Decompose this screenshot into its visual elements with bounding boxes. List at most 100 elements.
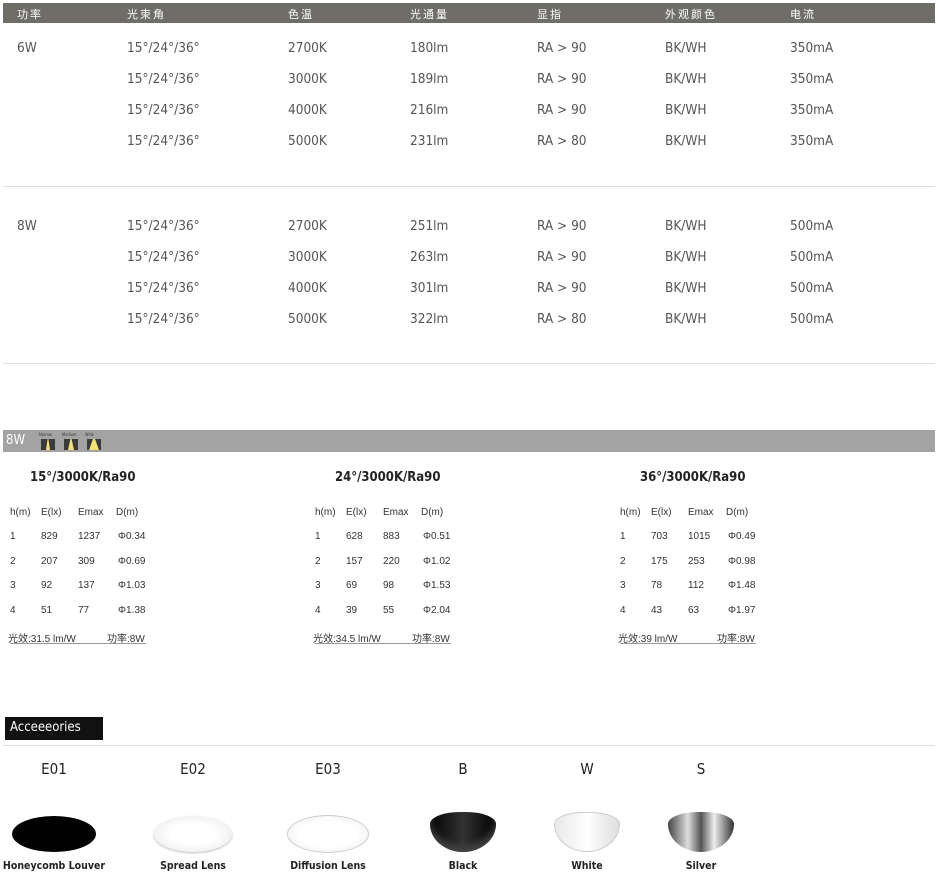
beam-label: Medium (62, 432, 77, 437)
table-cell: 55 (383, 604, 395, 616)
table-cell: Φ1.53 (423, 580, 451, 591)
column-header: h(m) (315, 507, 336, 518)
column-header: D(m) (116, 507, 139, 518)
column-header: 色温 (288, 8, 314, 21)
table-cell: 1 (10, 531, 16, 542)
table-cell: 3 (620, 580, 626, 591)
table-cell: Φ0.49 (728, 531, 756, 542)
table-cell: BK/WH (665, 71, 707, 87)
table-cell: 2 (315, 555, 321, 567)
table-cell: 15°/24°/36° (127, 218, 200, 234)
accessory-code: E03 (315, 760, 341, 778)
table-cell: 309 (78, 555, 95, 567)
table-cell: 350mA (790, 71, 834, 87)
table-footer: 光效:31.5 lm/W 功率:8W (8, 630, 146, 645)
table-cell: 3000K (288, 249, 327, 265)
table-cell: 500mA (790, 218, 834, 234)
power: 功率:8W (412, 634, 450, 645)
table-cell: 500mA (790, 280, 834, 296)
table-cell: 51 (41, 604, 53, 616)
table-cell: 251lm (410, 218, 449, 234)
column-header: E(lx) (41, 507, 62, 518)
accessory-item: S Silver (636, 760, 766, 872)
photometric-table: 15°/3000K/Ra90 h(m) E(lx) Emax D(m) 1 829 1237 Φ… (8, 470, 310, 650)
column-header: Emax (688, 507, 714, 518)
accessory-label: White (571, 860, 603, 872)
column-header: 显指 (537, 8, 563, 21)
table-cell: 15°/24°/36° (127, 71, 200, 87)
accessory-code: E02 (180, 760, 206, 778)
efficacy: 光效:39 lm/W (618, 634, 678, 645)
table-cell: 4000K (288, 280, 327, 296)
table-cell: 15°/24°/36° (127, 249, 200, 265)
table-cell: 15°/24°/36° (127, 40, 200, 56)
black-image (430, 812, 496, 852)
table-cell: 175 (651, 555, 668, 567)
table-cell: 703 (651, 531, 668, 542)
table-cell: 69 (346, 580, 358, 591)
accessory-label: Diffusion Lens (290, 860, 366, 872)
table-cell: 2700K (288, 40, 327, 56)
table-cell: 220 (383, 555, 400, 567)
beam-light (46, 439, 50, 450)
medium-beam-icon: Medium (62, 432, 78, 450)
table-cell: RA > 90 (537, 249, 587, 265)
table-cell: 350mA (790, 40, 834, 56)
efficacy: 光效:31.5 lm/W (8, 634, 76, 645)
column-header: 外观颜色 (665, 8, 717, 21)
table-footer: 光效:34.5 lm/W 功率:8W (313, 630, 451, 645)
spec-table-header: 功率 光束角 色温 光通量 显指 外观颜色 电流 (3, 3, 935, 23)
table-cell: 500mA (790, 249, 834, 265)
table-cell: BK/WH (665, 311, 707, 327)
table-cell: 350mA (790, 102, 834, 118)
accessory-code: E01 (41, 760, 67, 778)
table-cell: 43 (651, 604, 663, 616)
section-power-label: 8W (6, 433, 26, 448)
accessory-item: E02 Spread Lens (128, 760, 258, 872)
table-cell: 1237 (78, 531, 101, 542)
table-cell: RA > 90 (537, 71, 587, 87)
divider (3, 745, 935, 746)
table-cell: 301lm (410, 280, 449, 296)
table-cell: 78 (651, 580, 663, 591)
white-image (554, 812, 620, 852)
accessory-item: E03 Diffusion Lens (263, 760, 393, 872)
table-cell: 15°/24°/36° (127, 280, 200, 296)
table-cell: Φ0.98 (728, 555, 756, 567)
beam-light (89, 439, 99, 450)
table-cell: 157 (346, 555, 363, 567)
efficacy: 光效:34.5 lm/W (313, 634, 381, 645)
accessory-code: B (458, 760, 468, 778)
column-header: h(m) (10, 507, 31, 518)
column-header: D(m) (726, 507, 749, 518)
table-cell: Φ1.97 (728, 604, 756, 616)
column-header: Emax (78, 507, 104, 518)
table-cell: 3 (10, 580, 16, 591)
silver-image (668, 812, 734, 852)
table-cell: BK/WH (665, 249, 707, 265)
table-cell: 350mA (790, 133, 834, 149)
table-cell: 189lm (410, 71, 449, 87)
table-cell: 322lm (410, 311, 449, 327)
column-header: E(lx) (346, 507, 367, 518)
honeycomb-image (12, 816, 96, 852)
table-cell: 112 (688, 580, 704, 591)
table-cell: Φ1.02 (423, 555, 451, 567)
table-cell: 500mA (790, 311, 834, 327)
table-cell: 4 (620, 604, 626, 616)
table-title: 36°/3000K/Ra90 (640, 470, 746, 485)
accessory-code: W (580, 760, 594, 778)
table-cell: 4 (10, 604, 16, 616)
table-cell: BK/WH (665, 133, 707, 149)
table-cell: Φ0.51 (423, 531, 451, 542)
accessory-item: E01 Honeycomb Louver (0, 760, 119, 872)
beam-light (68, 439, 74, 450)
table-cell: Φ2.04 (423, 604, 451, 616)
table-cell: 39 (346, 604, 358, 616)
accessory-code: S (696, 760, 706, 778)
power-label: 8W (17, 218, 37, 234)
table-cell: BK/WH (665, 218, 707, 234)
table-cell: RA > 90 (537, 102, 587, 118)
table-cell: 263lm (410, 249, 449, 265)
accessory-label: Honeycomb Louver (2, 860, 106, 872)
